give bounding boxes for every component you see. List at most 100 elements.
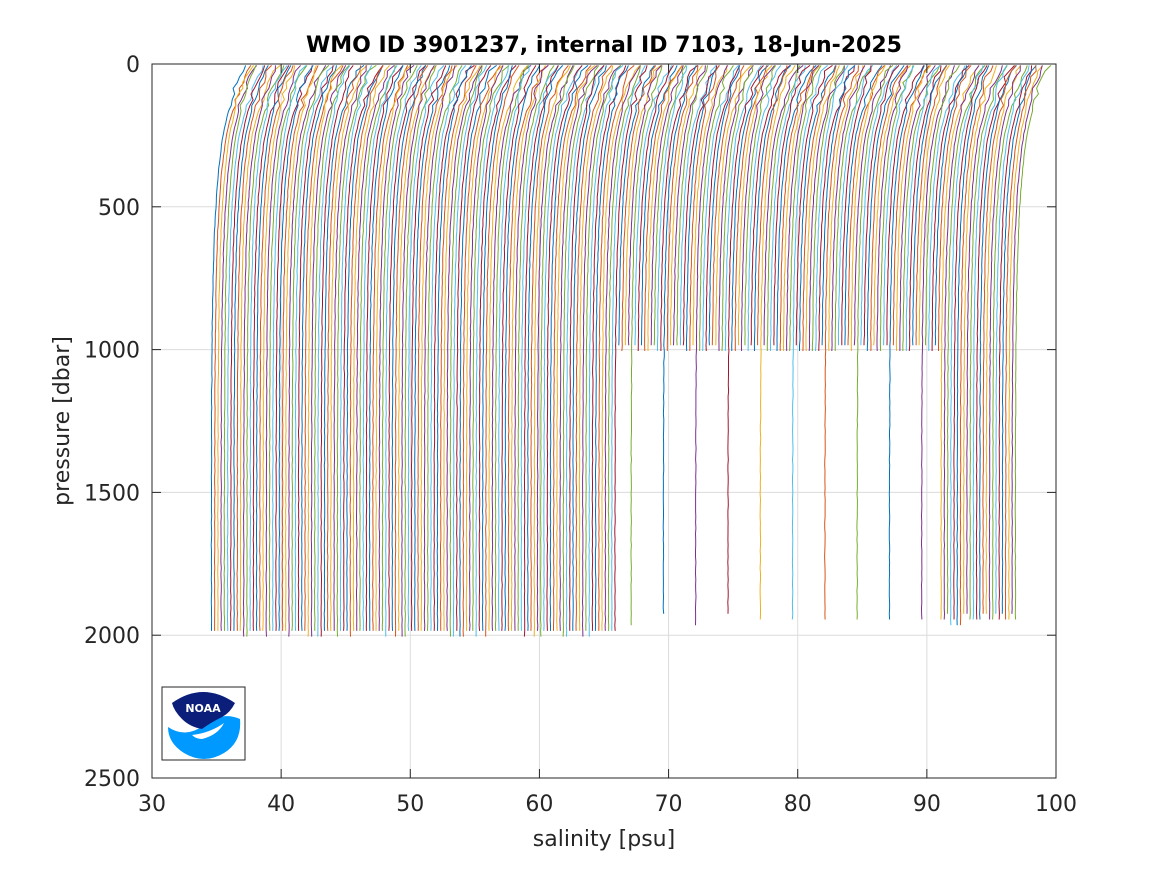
- salinity-profile-line: [750, 65, 791, 346]
- salinity-profile-line: [275, 65, 313, 631]
- salinity-profile-line: [699, 65, 734, 352]
- salinity-profile-line: [291, 65, 330, 631]
- salinity-profile-line: [956, 65, 990, 626]
- salinity-profile-line: [770, 65, 806, 351]
- salinity-profile-line: [449, 65, 483, 637]
- salinity-profile-line: [468, 65, 504, 631]
- salinity-profile-line: [343, 65, 384, 631]
- salinity-profile-line: [581, 65, 622, 637]
- y-axis-label: pressure [dbar]: [50, 336, 75, 506]
- salinity-profile-line: [339, 65, 373, 631]
- salinity-profile-line: [972, 65, 1008, 620]
- salinity-profile-line: [217, 65, 254, 631]
- salinity-profile-line: [310, 65, 347, 637]
- salinity-profile-line: [711, 65, 745, 346]
- salinity-profile-line: [381, 65, 418, 631]
- salinity-profile-line: [591, 65, 627, 631]
- salinity-profile-line: [946, 65, 986, 614]
- salinity-profile-line: [610, 65, 646, 631]
- salinity-profile-line: [594, 65, 629, 631]
- salinity-profile-line: [644, 65, 683, 352]
- salinity-profile-line: [686, 65, 720, 352]
- salinity-profile-line: [233, 65, 269, 631]
- salinity-profile-line: [920, 65, 955, 620]
- salinity-profile-line: [1004, 65, 1037, 620]
- y-tick-label: 1000: [84, 339, 140, 364]
- salinity-profile-line: [385, 65, 422, 637]
- salinity-profile-line: [899, 65, 936, 351]
- salinity-profile-line: [475, 65, 509, 637]
- salinity-profile-line: [578, 65, 614, 631]
- salinity-profile-line: [799, 65, 836, 351]
- x-tick-label: 60: [525, 792, 553, 817]
- x-tick-label: 40: [267, 792, 295, 817]
- salinity-profile-line: [959, 65, 994, 626]
- salinity-profile-line: [388, 65, 427, 631]
- salinity-profile-line: [320, 65, 354, 637]
- salinity-profile-line: [230, 65, 266, 631]
- salinity-profile-line: [368, 65, 404, 631]
- salinity-profile-line: [773, 64, 811, 346]
- salinity-profile-line: [426, 65, 463, 631]
- salinity-profile-line: [446, 65, 483, 631]
- salinity-profile-line: [992, 65, 1028, 620]
- salinity-profile-line: [662, 65, 697, 614]
- salinity-profile-line: [715, 65, 752, 346]
- salinity-profile-line: [995, 65, 1030, 614]
- salinity-profile-line: [863, 65, 900, 346]
- salinity-profile-line: [372, 65, 409, 631]
- salinity-profile-line: [953, 65, 988, 620]
- salinity-profile-line: [565, 65, 605, 637]
- salinity-profile-line: [281, 65, 319, 631]
- salinity-profile-line: [779, 65, 815, 351]
- salinity-profile-line: [539, 65, 575, 637]
- salinity-profile-line: [883, 65, 915, 346]
- salinity-profile-line: [556, 65, 596, 631]
- salinity-profile-line: [705, 65, 741, 352]
- salinity-profile-line: [982, 65, 1017, 614]
- salinity-profile-line: [575, 65, 612, 631]
- salinity-profile-line: [892, 65, 930, 346]
- salinity-profile-line: [549, 65, 589, 631]
- salinity-profile-line: [627, 65, 662, 346]
- noaa-logo-text: NOAA: [185, 702, 221, 715]
- salinity-profile-line: [494, 65, 530, 631]
- salinity-profile-line: [572, 65, 607, 631]
- salinity-profile-line: [979, 65, 1017, 620]
- salinity-profile-line: [902, 65, 941, 352]
- salinity-profile-line: [811, 65, 845, 351]
- salinity-profile-line: [378, 65, 415, 631]
- salinity-profile-line: [634, 65, 672, 346]
- salinity-profile-line: [757, 65, 788, 346]
- salinity-profile-line: [514, 65, 549, 631]
- salinity-profile-line: [912, 65, 947, 346]
- salinity-profile-line: [753, 65, 792, 352]
- salinity-profile-line: [689, 65, 720, 352]
- salinity-profile-line: [624, 64, 662, 346]
- salinity-profile-line: [501, 65, 537, 631]
- x-tick-label: 80: [784, 792, 812, 817]
- salinity-profile-line: [975, 65, 1015, 620]
- salinity-profile-line: [307, 65, 343, 637]
- salinity-profile-line: [598, 65, 635, 631]
- chart-title: WMO ID 3901237, internal ID 7103, 18-Jun…: [306, 33, 902, 58]
- salinity-profile-line: [588, 65, 624, 637]
- salinity-profile-line: [498, 65, 530, 631]
- x-tick-label: 50: [396, 792, 424, 817]
- salinity-profile-line: [288, 65, 327, 637]
- salinity-profile-line: [527, 65, 564, 631]
- salinity-profile-line: [808, 65, 845, 352]
- salinity-profile-line: [1001, 65, 1037, 614]
- salinity-profile-line: [630, 65, 663, 626]
- salinity-profile-line: [850, 65, 886, 352]
- salinity-profile-line: [294, 65, 335, 631]
- salinity-profile-line: [436, 65, 472, 631]
- salinity-profile-line: [734, 65, 767, 351]
- salinity-profile-line: [740, 65, 775, 352]
- salinity-profile-line: [831, 65, 866, 352]
- salinity-profile-line: [879, 65, 914, 352]
- salinity-profile-line: [647, 65, 684, 351]
- salinity-profile-line: [417, 65, 453, 631]
- salinity-profile-line: [934, 65, 968, 346]
